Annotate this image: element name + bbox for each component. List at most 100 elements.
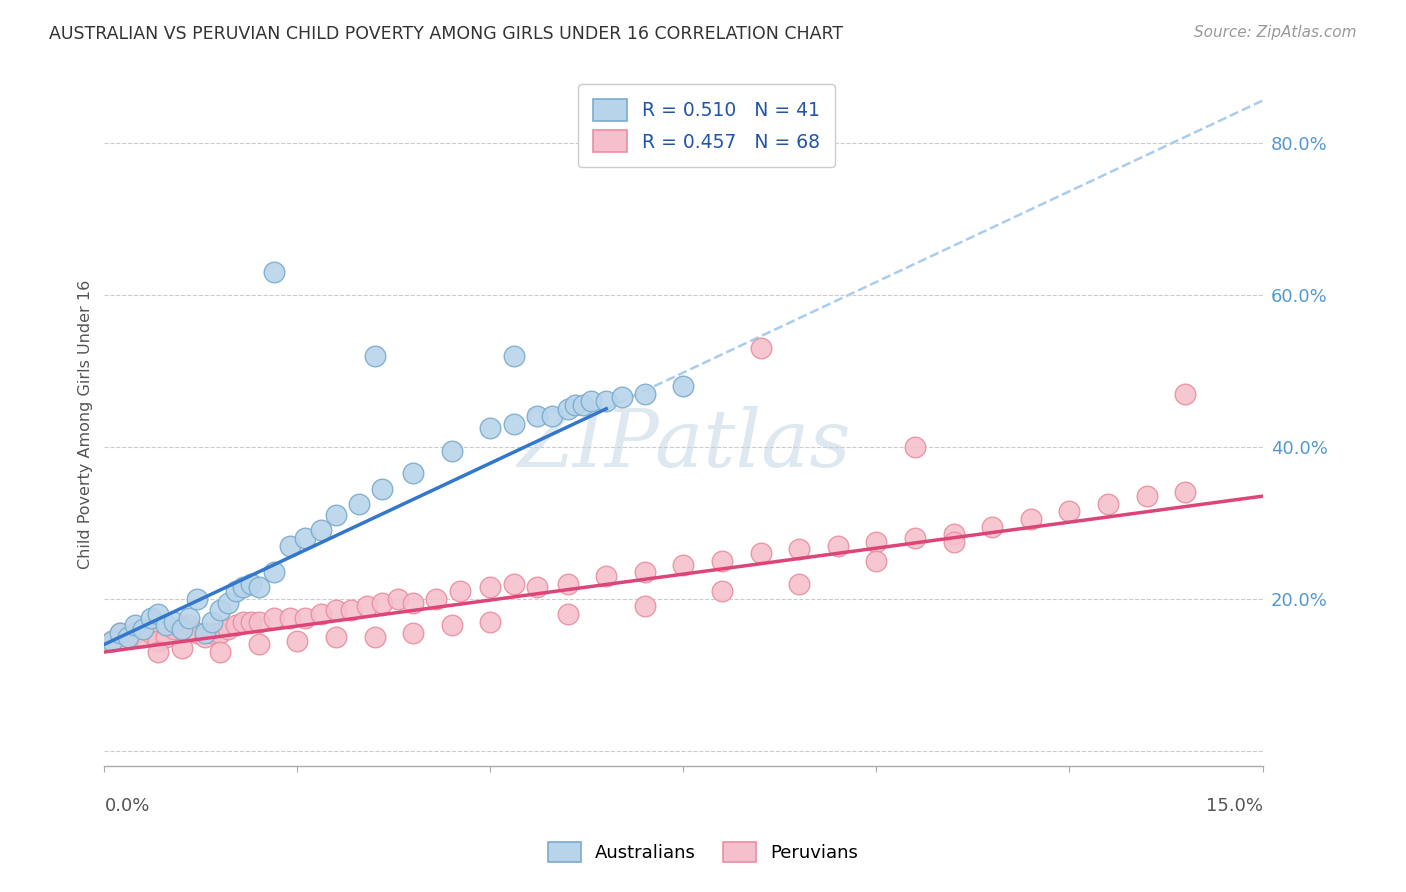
- Point: [232, 580, 254, 594]
- Point: [942, 527, 965, 541]
- Point: [557, 401, 579, 416]
- Point: [117, 630, 139, 644]
- Point: [194, 626, 217, 640]
- Text: ZIPatlas: ZIPatlas: [516, 406, 851, 483]
- Point: [278, 611, 301, 625]
- Point: [247, 580, 270, 594]
- Point: [981, 519, 1004, 533]
- Point: [634, 386, 657, 401]
- Point: [402, 626, 425, 640]
- Point: [294, 611, 316, 625]
- Point: [440, 618, 463, 632]
- Point: [201, 615, 224, 629]
- Point: [1174, 485, 1197, 500]
- Point: [309, 607, 332, 621]
- Point: [502, 576, 524, 591]
- Point: [179, 618, 201, 632]
- Point: [240, 615, 263, 629]
- Point: [217, 596, 239, 610]
- Point: [170, 622, 193, 636]
- Point: [1019, 512, 1042, 526]
- Point: [904, 440, 927, 454]
- Point: [217, 622, 239, 636]
- Point: [425, 591, 447, 606]
- Point: [865, 534, 887, 549]
- Point: [117, 630, 139, 644]
- Point: [139, 626, 162, 640]
- Point: [148, 645, 170, 659]
- Point: [387, 591, 409, 606]
- Point: [287, 633, 309, 648]
- Point: [186, 626, 208, 640]
- Point: [247, 615, 270, 629]
- Point: [101, 633, 124, 648]
- Point: [502, 349, 524, 363]
- Point: [325, 603, 347, 617]
- Point: [502, 417, 524, 431]
- Point: [1136, 489, 1159, 503]
- Point: [402, 596, 425, 610]
- Point: [179, 611, 201, 625]
- Point: [711, 554, 734, 568]
- Point: [148, 607, 170, 621]
- Point: [101, 633, 124, 648]
- Point: [209, 626, 232, 640]
- Point: [440, 443, 463, 458]
- Point: [225, 584, 247, 599]
- Point: [579, 394, 602, 409]
- Point: [1174, 386, 1197, 401]
- Point: [479, 615, 502, 629]
- Text: 0.0%: 0.0%: [104, 797, 150, 814]
- Point: [827, 539, 849, 553]
- Point: [340, 603, 363, 617]
- Point: [225, 618, 247, 632]
- Point: [557, 607, 579, 621]
- Point: [371, 482, 394, 496]
- Point: [201, 626, 224, 640]
- Point: [526, 580, 548, 594]
- Point: [325, 508, 347, 523]
- Point: [449, 584, 471, 599]
- Point: [347, 497, 370, 511]
- Point: [557, 576, 579, 591]
- Point: [1097, 497, 1119, 511]
- Y-axis label: Child Poverty Among Girls Under 16: Child Poverty Among Girls Under 16: [79, 279, 93, 568]
- Point: [711, 584, 734, 599]
- Point: [865, 554, 887, 568]
- Legend: Australians, Peruvians: Australians, Peruvians: [541, 834, 865, 870]
- Point: [209, 645, 232, 659]
- Point: [595, 569, 617, 583]
- Point: [155, 630, 177, 644]
- Point: [132, 622, 155, 636]
- Point: [610, 390, 633, 404]
- Point: [170, 622, 193, 636]
- Point: [170, 641, 193, 656]
- Point: [749, 546, 772, 560]
- Point: [904, 531, 927, 545]
- Point: [402, 467, 425, 481]
- Point: [148, 633, 170, 648]
- Point: [787, 542, 810, 557]
- Point: [479, 580, 502, 594]
- Point: [595, 394, 617, 409]
- Point: [787, 576, 810, 591]
- Point: [564, 398, 586, 412]
- Point: [363, 630, 385, 644]
- Point: [572, 398, 595, 412]
- Point: [108, 626, 131, 640]
- Point: [155, 618, 177, 632]
- Point: [124, 618, 146, 632]
- Point: [263, 565, 285, 579]
- Point: [479, 421, 502, 435]
- Point: [209, 603, 232, 617]
- Point: [634, 599, 657, 614]
- Point: [356, 599, 378, 614]
- Point: [163, 615, 186, 629]
- Text: AUSTRALIAN VS PERUVIAN CHILD POVERTY AMONG GIRLS UNDER 16 CORRELATION CHART: AUSTRALIAN VS PERUVIAN CHILD POVERTY AMO…: [49, 25, 844, 43]
- Point: [749, 341, 772, 355]
- Point: [247, 637, 270, 651]
- Point: [1059, 504, 1081, 518]
- Point: [294, 531, 316, 545]
- Point: [634, 565, 657, 579]
- Legend: R = 0.510   N = 41, R = 0.457   N = 68: R = 0.510 N = 41, R = 0.457 N = 68: [578, 85, 835, 167]
